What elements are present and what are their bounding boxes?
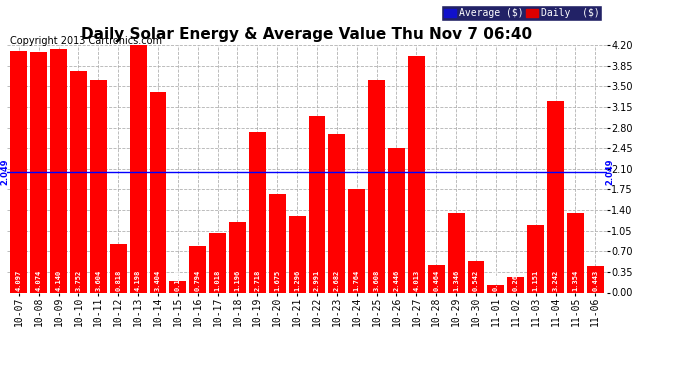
- Bar: [507, 277, 524, 292]
- Text: 0.190: 0.190: [175, 270, 181, 291]
- Bar: [249, 132, 266, 292]
- Bar: [428, 265, 444, 292]
- Text: 3.604: 3.604: [95, 270, 101, 291]
- Bar: [150, 92, 166, 292]
- Text: 4.198: 4.198: [135, 270, 141, 291]
- Bar: [10, 51, 28, 292]
- Bar: [229, 222, 246, 292]
- Bar: [586, 266, 604, 292]
- Text: 4.097: 4.097: [16, 270, 22, 291]
- Text: 3.608: 3.608: [373, 270, 380, 291]
- Text: 0.265: 0.265: [513, 270, 519, 291]
- Text: 4.074: 4.074: [36, 270, 41, 291]
- Text: 1.764: 1.764: [354, 270, 359, 291]
- Text: 4.013: 4.013: [413, 270, 420, 291]
- Text: 3.404: 3.404: [155, 270, 161, 291]
- Text: 1.018: 1.018: [215, 270, 221, 291]
- Bar: [189, 246, 206, 292]
- Text: 0.818: 0.818: [115, 270, 121, 291]
- Text: 2.718: 2.718: [255, 270, 260, 291]
- Text: Copyright 2013 Cartronics.com: Copyright 2013 Cartronics.com: [10, 36, 162, 46]
- Bar: [50, 48, 67, 292]
- Text: 2.991: 2.991: [314, 270, 320, 291]
- Text: 1.354: 1.354: [573, 270, 578, 291]
- Text: 1.196: 1.196: [235, 270, 241, 291]
- Bar: [170, 281, 186, 292]
- Bar: [348, 189, 365, 292]
- Text: 4.140: 4.140: [56, 270, 61, 291]
- Bar: [70, 71, 87, 292]
- Text: 0.794: 0.794: [195, 270, 201, 291]
- Text: 1.296: 1.296: [294, 270, 300, 291]
- Text: 2.446: 2.446: [393, 270, 400, 291]
- Bar: [30, 53, 47, 292]
- Bar: [328, 135, 345, 292]
- Text: 0.542: 0.542: [473, 270, 479, 291]
- Text: 3.242: 3.242: [553, 270, 558, 291]
- Text: 1.346: 1.346: [453, 270, 459, 291]
- Bar: [368, 80, 385, 292]
- Bar: [487, 285, 504, 292]
- Text: 1.675: 1.675: [274, 270, 280, 291]
- Text: 0.464: 0.464: [433, 270, 440, 291]
- Text: 1.151: 1.151: [533, 270, 539, 291]
- Text: 0.124: 0.124: [493, 270, 499, 291]
- Bar: [468, 261, 484, 292]
- Bar: [388, 148, 405, 292]
- Bar: [547, 102, 564, 292]
- Text: 0.443: 0.443: [592, 270, 598, 291]
- Bar: [567, 213, 584, 292]
- Text: 2.682: 2.682: [334, 270, 340, 291]
- Bar: [448, 213, 464, 292]
- Bar: [308, 116, 326, 292]
- Text: 3.752: 3.752: [75, 270, 81, 291]
- Text: 2.049: 2.049: [605, 159, 614, 185]
- Bar: [209, 232, 226, 292]
- Legend: Average ($), Daily  ($): Average ($), Daily ($): [441, 5, 602, 21]
- Bar: [288, 216, 306, 292]
- Bar: [110, 244, 127, 292]
- Bar: [90, 80, 107, 292]
- Bar: [269, 194, 286, 292]
- Text: 2.049: 2.049: [0, 159, 9, 185]
- Bar: [408, 56, 425, 292]
- Bar: [130, 45, 146, 292]
- Bar: [527, 225, 544, 292]
- Title: Daily Solar Energy & Average Value Thu Nov 7 06:40: Daily Solar Energy & Average Value Thu N…: [81, 27, 533, 42]
